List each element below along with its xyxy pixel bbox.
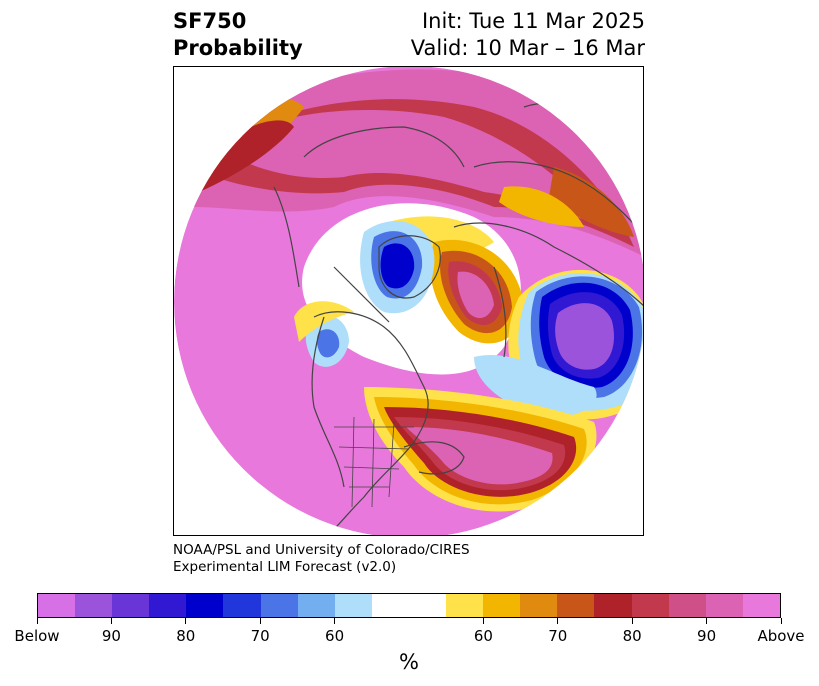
colorbar-segment — [446, 594, 484, 617]
product-label: Probability — [173, 36, 303, 60]
colorbar-tick — [259, 618, 261, 624]
colorbar-segment — [112, 594, 150, 617]
colorbar-segment — [668, 594, 706, 617]
arctic-pattern — [294, 203, 524, 375]
valid-range: Valid: 10 Mar – 16 Mar — [410, 36, 645, 60]
coastlines — [273, 102, 643, 535]
colorbar-tick — [110, 618, 112, 624]
colorbar-segment — [297, 594, 335, 617]
above-anomaly-atlantic — [364, 387, 597, 512]
colorbar-tick — [631, 618, 633, 624]
map-title: SF750 Probability — [173, 8, 303, 62]
colorbar-segment — [334, 594, 372, 617]
colorbar-tick — [36, 618, 38, 624]
colorbar-tick-label: 70 — [548, 627, 568, 645]
colorbar-segment — [742, 594, 780, 617]
colorbar-segment — [38, 594, 76, 617]
colorbar-tick-label: 80 — [176, 627, 196, 645]
below-anomaly-east — [474, 269, 643, 420]
probability-map — [174, 67, 643, 535]
colorbar-segment — [631, 594, 669, 617]
colorbar — [37, 593, 781, 618]
colorbar-segment — [520, 594, 558, 617]
forecast-dates: Init: Tue 11 Mar 2025 Valid: 10 Mar – 16… — [411, 8, 645, 62]
init-date: Init: Tue 11 Mar 2025 — [421, 9, 645, 33]
map-panel — [173, 66, 644, 536]
colorbar-segment — [594, 594, 632, 617]
state-borders — [334, 416, 414, 508]
colorbar-tick — [706, 618, 708, 624]
colorbar-tick-label: 80 — [622, 627, 642, 645]
colorbar-tick — [780, 618, 782, 624]
colorbar-segment — [186, 594, 224, 617]
colorbar-tick-label: 90 — [101, 627, 121, 645]
colorbar-segment — [223, 594, 261, 617]
colorbar-unit: % — [399, 650, 419, 674]
colorbar-tick-label: 60 — [473, 627, 493, 645]
colorbar-tick-label: 70 — [250, 627, 270, 645]
colorbar-tick-label: 90 — [697, 627, 717, 645]
colorbar-tick — [482, 618, 484, 624]
colorbar-segment — [371, 594, 447, 617]
colorbar-tick-label: 60 — [325, 627, 345, 645]
above-anomaly-north — [184, 69, 643, 257]
colorbar-segment — [75, 594, 113, 617]
variable-label: SF750 — [173, 9, 247, 33]
colorbar-segment — [483, 594, 521, 617]
colorbar-segment — [705, 594, 743, 617]
colorbar-tick — [185, 618, 187, 624]
credit-line-1: NOAA/PSL and University of Colorado/CIRE… — [173, 542, 470, 558]
colorbar-tick — [557, 618, 559, 624]
colorbar-tick-label: Below — [14, 627, 60, 645]
colorbar-tick — [334, 618, 336, 624]
credit-line-2: Experimental LIM Forecast (v2.0) — [173, 559, 397, 575]
colorbar-segment — [149, 594, 187, 617]
colorbar-segment — [557, 594, 595, 617]
colorbar-tick-label: Above — [757, 627, 805, 645]
credit-text: NOAA/PSL and University of Colorado/CIRE… — [173, 542, 470, 576]
colorbar-segment — [260, 594, 298, 617]
